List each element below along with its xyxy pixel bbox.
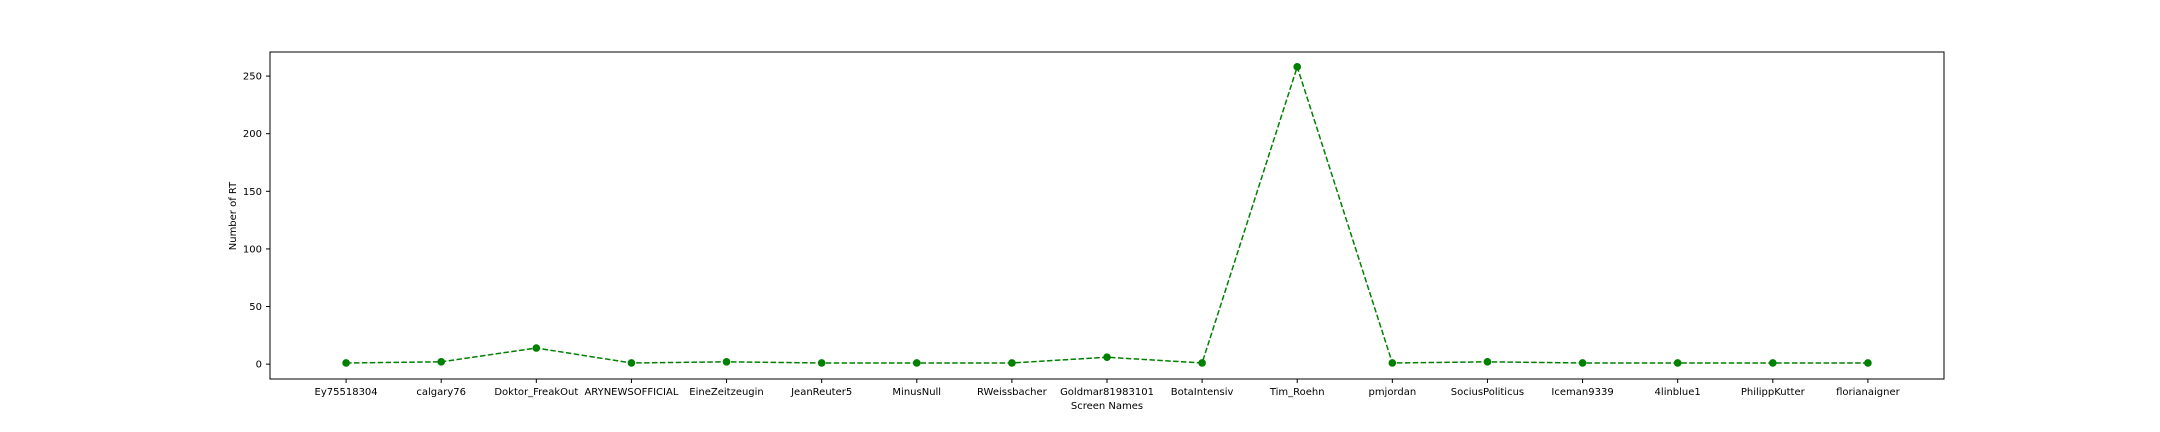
data-point <box>1483 358 1492 366</box>
y-axis: 0 50 100 150 200 250 <box>243 72 270 371</box>
data-point <box>1008 359 1016 367</box>
data-point <box>1769 359 1777 367</box>
x-tick-label: calgary76 <box>416 387 466 398</box>
x-tick-label: Doktor_FreakOut <box>494 387 578 398</box>
x-tick-label: pmjordan <box>1368 387 1416 398</box>
x-tick-label: Iceman9339 <box>1551 387 1613 398</box>
data-point <box>1198 359 1206 367</box>
y-axis-label: Number of RT <box>228 181 239 250</box>
y-tick-label: 50 <box>249 302 262 313</box>
x-axis-label: Screen Names <box>1071 401 1143 412</box>
y-tick-label: 150 <box>243 187 262 198</box>
x-tick-label: Tim_Roehn <box>1269 387 1325 398</box>
y-tick-label: 0 <box>256 360 262 371</box>
x-tick-label: SociusPoliticus <box>1451 387 1524 398</box>
data-point <box>1103 353 1111 362</box>
x-tick-label: Ey75518304 <box>315 387 378 398</box>
x-tick-label: Goldmar81983101 <box>1060 387 1154 398</box>
data-point <box>912 359 921 367</box>
x-tick-label: JeanReuter5 <box>790 387 852 398</box>
data-point <box>1673 359 1682 367</box>
y-tick-label: 100 <box>243 244 262 255</box>
x-tick-label: BotaIntensiv <box>1171 387 1234 398</box>
data-point <box>1578 359 1587 367</box>
data-point <box>532 344 541 352</box>
data-point <box>437 358 446 366</box>
data-point <box>342 359 350 367</box>
data-point <box>722 358 731 366</box>
x-tick-label: florianaigner <box>1836 387 1901 398</box>
x-tick-label: PhilippKutter <box>1741 387 1806 398</box>
y-tick-label: 250 <box>243 72 262 83</box>
x-tick-label: 4linblue1 <box>1655 387 1701 398</box>
plot-area <box>342 63 1872 367</box>
x-tick-label: EineZeitzeugin <box>689 387 764 398</box>
y-tick-label: 200 <box>243 129 262 140</box>
data-point <box>817 359 826 367</box>
data-point <box>627 359 636 367</box>
data-point <box>1388 359 1397 367</box>
data-point <box>1864 359 1872 367</box>
data-point <box>1293 63 1302 71</box>
x-axis: Ey75518304 calgary76 Doktor_FreakOut ARYNEW… <box>315 379 1901 398</box>
x-tick-label: MinusNull <box>892 387 941 398</box>
x-tick-label: RWeissbacher <box>977 387 1048 398</box>
x-tick-label: ARYNEWSOFFICIAL <box>584 387 678 398</box>
